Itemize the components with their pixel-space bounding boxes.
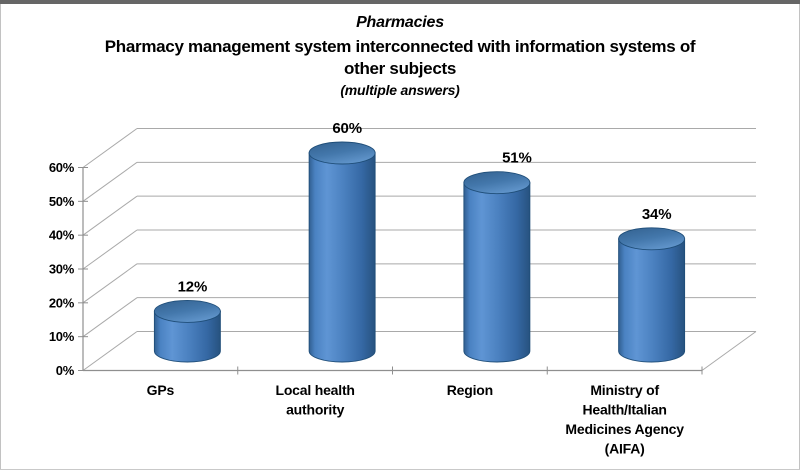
gridline-depth-30 xyxy=(82,229,138,270)
y-axis-label-30: 30% xyxy=(49,262,75,277)
y-axis-label-10: 10% xyxy=(49,329,75,344)
gridline-depth-50 xyxy=(82,161,138,202)
cylinder-top-local-health-authority xyxy=(308,141,376,165)
gridline-depth-0 xyxy=(82,331,138,371)
y-axis-label-40: 40% xyxy=(49,228,75,243)
value-label-region: 51% xyxy=(502,150,531,167)
category-label-line: Health/Italian xyxy=(582,402,666,418)
cylinder-bar-region xyxy=(463,182,531,363)
value-label-ministry-of-health-italian-medicines-agency-aifa: 34% xyxy=(642,206,671,223)
gridline-depth-40 xyxy=(82,195,138,236)
category-label-local-health-authority: Local health authority xyxy=(275,382,354,418)
category-label-ministry-of-health-italian-medicines-agency-aifa: Ministry of Health/Italian Medicines Agenc… xyxy=(565,382,684,457)
cylinder-bar-gps xyxy=(153,310,221,363)
category-label-line: GPs xyxy=(147,382,175,398)
cylinder-top-ministry-of-health-italian-medicines-agency-aifa xyxy=(618,227,686,251)
gridline-depth-20 xyxy=(82,263,138,304)
gridline-depth-60 xyxy=(82,128,138,168)
value-label-local-health-authority: 60% xyxy=(332,120,361,137)
y-axis-label-50: 50% xyxy=(49,194,75,209)
floor-right-edge xyxy=(701,331,757,371)
category-label-region: Region xyxy=(447,382,493,398)
cylinder-bar-ministry-of-health-italian-medicines-agency-aifa xyxy=(618,238,686,363)
category-label-line: Medicines Agency xyxy=(565,421,684,437)
y-axis-label-60: 60% xyxy=(49,160,75,175)
y-axis-label-20: 20% xyxy=(49,295,75,310)
chart-title-line-2: other subjects xyxy=(344,59,456,78)
category-label-line: Local health xyxy=(275,382,354,398)
cylinder-bar-local-health-authority xyxy=(308,152,376,363)
chart-subject-title: Pharmacies xyxy=(356,14,444,31)
window-top-border xyxy=(0,0,800,4)
gridline-depth-10 xyxy=(82,297,138,338)
category-label-line: authority xyxy=(286,402,345,418)
y-axis-label-0: 0% xyxy=(56,363,75,378)
value-label-gps: 12% xyxy=(178,278,207,295)
chart-note: (multiple answers) xyxy=(340,82,460,98)
cylinder-top-gps xyxy=(153,299,221,323)
window-left-border xyxy=(0,4,1,469)
cylinder-top-region xyxy=(463,171,531,195)
chart-title-line-1: Pharmacy management system interconnecte… xyxy=(104,37,696,56)
category-label-line: Region xyxy=(447,382,493,398)
category-label-line: (AIFA) xyxy=(605,441,645,457)
category-label-gps: GPs xyxy=(147,382,175,398)
category-label-line: Ministry of xyxy=(590,382,659,398)
